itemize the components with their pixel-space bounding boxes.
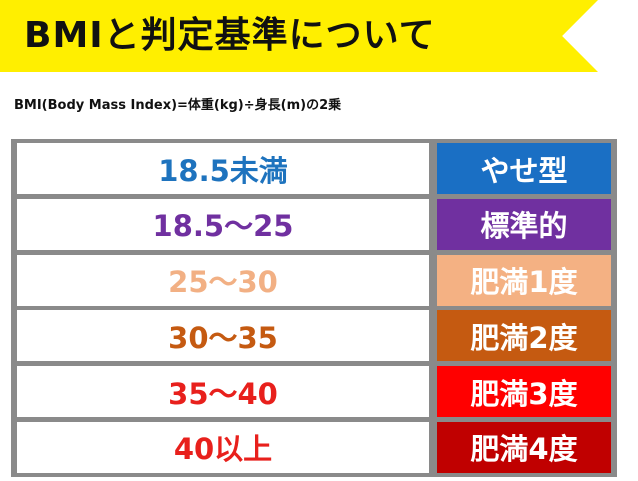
title-banner [0,0,598,72]
page-title: BMIと判定基準について [24,15,436,56]
table-row: 35～40 肥満3度 [17,366,611,418]
bmi-category-cell: 肥満4度 [437,421,611,473]
bmi-range-cell: 30～35 [17,310,429,362]
bmi-category-cell: 肥満1度 [437,254,611,306]
table-row: 18.5～25 標準的 [17,198,611,250]
table-row: 18.5未満 やせ型 [17,143,611,194]
bmi-range-cell: 35～40 [17,366,429,418]
table-row: 25～30 肥満1度 [17,254,611,306]
bmi-criteria-table: 18.5未満 やせ型 18.5～25 標準的 25～30 肥満1度 30～35 … [11,139,617,477]
bmi-category-cell: 肥満2度 [437,310,611,362]
table-row: 40以上 肥満4度 [17,421,611,473]
bmi-category-cell: 標準的 [437,198,611,250]
bmi-range-cell: 18.5～25 [17,198,429,250]
table-row: 30～35 肥満2度 [17,310,611,362]
bmi-range-cell: 25～30 [17,254,429,306]
bmi-range-cell: 40以上 [17,421,429,473]
bmi-category-cell: やせ型 [437,143,611,194]
bmi-range-cell: 18.5未満 [17,143,429,194]
bmi-formula: BMI(Body Mass Index)=体重(kg)÷身長(m)の2乗 [14,98,342,113]
bmi-category-cell: 肥満3度 [437,366,611,418]
